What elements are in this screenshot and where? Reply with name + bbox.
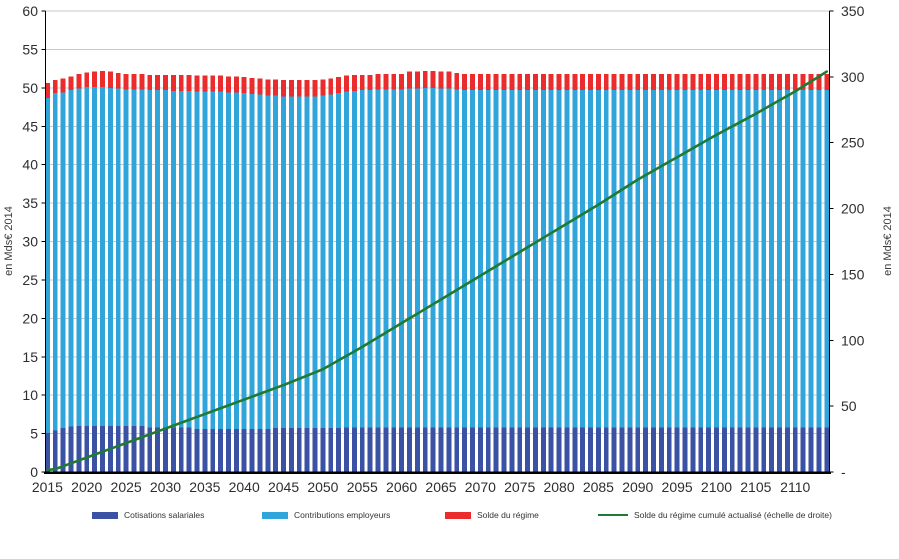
svg-text:350: 350 bbox=[841, 3, 865, 19]
legend-swatch-solde-icon bbox=[445, 511, 471, 519]
legend-label-contributions: Contributions employeurs bbox=[294, 510, 391, 520]
svg-text:2030: 2030 bbox=[150, 479, 181, 495]
legend-swatch-cotisations-icon bbox=[92, 511, 118, 519]
svg-text:5: 5 bbox=[30, 426, 38, 442]
cumulative-line bbox=[46, 70, 829, 472]
svg-text:35: 35 bbox=[22, 195, 38, 211]
svg-text:15: 15 bbox=[22, 349, 38, 365]
svg-text:-: - bbox=[841, 464, 846, 480]
left-axis-title: en Mds€ 2014 bbox=[3, 206, 15, 276]
svg-text:2020: 2020 bbox=[71, 479, 102, 495]
svg-text:2035: 2035 bbox=[189, 479, 220, 495]
svg-text:2040: 2040 bbox=[229, 479, 260, 495]
legend-item-cotisations: Cotisations salariales bbox=[92, 508, 204, 522]
svg-text:250: 250 bbox=[841, 135, 865, 151]
svg-text:150: 150 bbox=[841, 266, 865, 282]
svg-text:200: 200 bbox=[841, 201, 865, 217]
svg-text:45: 45 bbox=[22, 118, 38, 134]
svg-text:2085: 2085 bbox=[583, 479, 614, 495]
svg-text:100: 100 bbox=[841, 332, 865, 348]
axes bbox=[41, 10, 834, 474]
legend-item-contributions: Contributions employeurs bbox=[262, 508, 390, 522]
svg-text:50: 50 bbox=[841, 398, 857, 414]
legend-label-solde: Solde du régime bbox=[477, 510, 539, 520]
svg-text:2080: 2080 bbox=[543, 479, 574, 495]
svg-text:60: 60 bbox=[22, 3, 38, 19]
axis-tick-labels: 6055504540353025201510503503002502001501… bbox=[22, 3, 864, 495]
svg-text:0: 0 bbox=[30, 464, 38, 480]
chart-canvas: 6055504540353025201510503503002502001501… bbox=[22, 3, 864, 495]
legend-item-solde: Solde du régime bbox=[445, 508, 539, 522]
legend-swatch-contributions-icon bbox=[262, 511, 288, 519]
svg-text:300: 300 bbox=[841, 69, 865, 85]
svg-text:25: 25 bbox=[22, 272, 38, 288]
legend-item-cumule: Solde du régime cumulé actualisé (échell… bbox=[598, 508, 832, 522]
svg-text:2015: 2015 bbox=[32, 479, 63, 495]
svg-text:2095: 2095 bbox=[662, 479, 693, 495]
svg-text:2090: 2090 bbox=[622, 479, 653, 495]
svg-text:20: 20 bbox=[22, 310, 38, 326]
svg-text:40: 40 bbox=[22, 157, 38, 173]
svg-text:2060: 2060 bbox=[386, 479, 417, 495]
legend-swatch-cumule-line-icon bbox=[598, 514, 628, 516]
right-axis-title: en Mds€ 2014 bbox=[882, 206, 894, 276]
svg-text:2075: 2075 bbox=[504, 479, 535, 495]
svg-text:2100: 2100 bbox=[701, 479, 732, 495]
legend-label-cumule: Solde du régime cumulé actualisé (échell… bbox=[634, 510, 832, 520]
svg-text:2110: 2110 bbox=[780, 479, 810, 495]
svg-text:2050: 2050 bbox=[307, 479, 338, 495]
svg-text:10: 10 bbox=[22, 387, 38, 403]
svg-text:2045: 2045 bbox=[268, 479, 299, 495]
chart-legend: Cotisations salariales Contributions emp… bbox=[0, 508, 899, 526]
svg-text:2105: 2105 bbox=[740, 479, 771, 495]
svg-text:55: 55 bbox=[22, 41, 38, 57]
svg-text:50: 50 bbox=[22, 80, 38, 96]
svg-text:30: 30 bbox=[22, 234, 38, 250]
stacked-bars bbox=[44, 70, 830, 472]
svg-text:2025: 2025 bbox=[111, 479, 142, 495]
svg-text:2065: 2065 bbox=[425, 479, 456, 495]
svg-text:2070: 2070 bbox=[465, 479, 496, 495]
svg-text:2055: 2055 bbox=[347, 479, 378, 495]
legend-label-cotisations: Cotisations salariales bbox=[124, 510, 205, 520]
